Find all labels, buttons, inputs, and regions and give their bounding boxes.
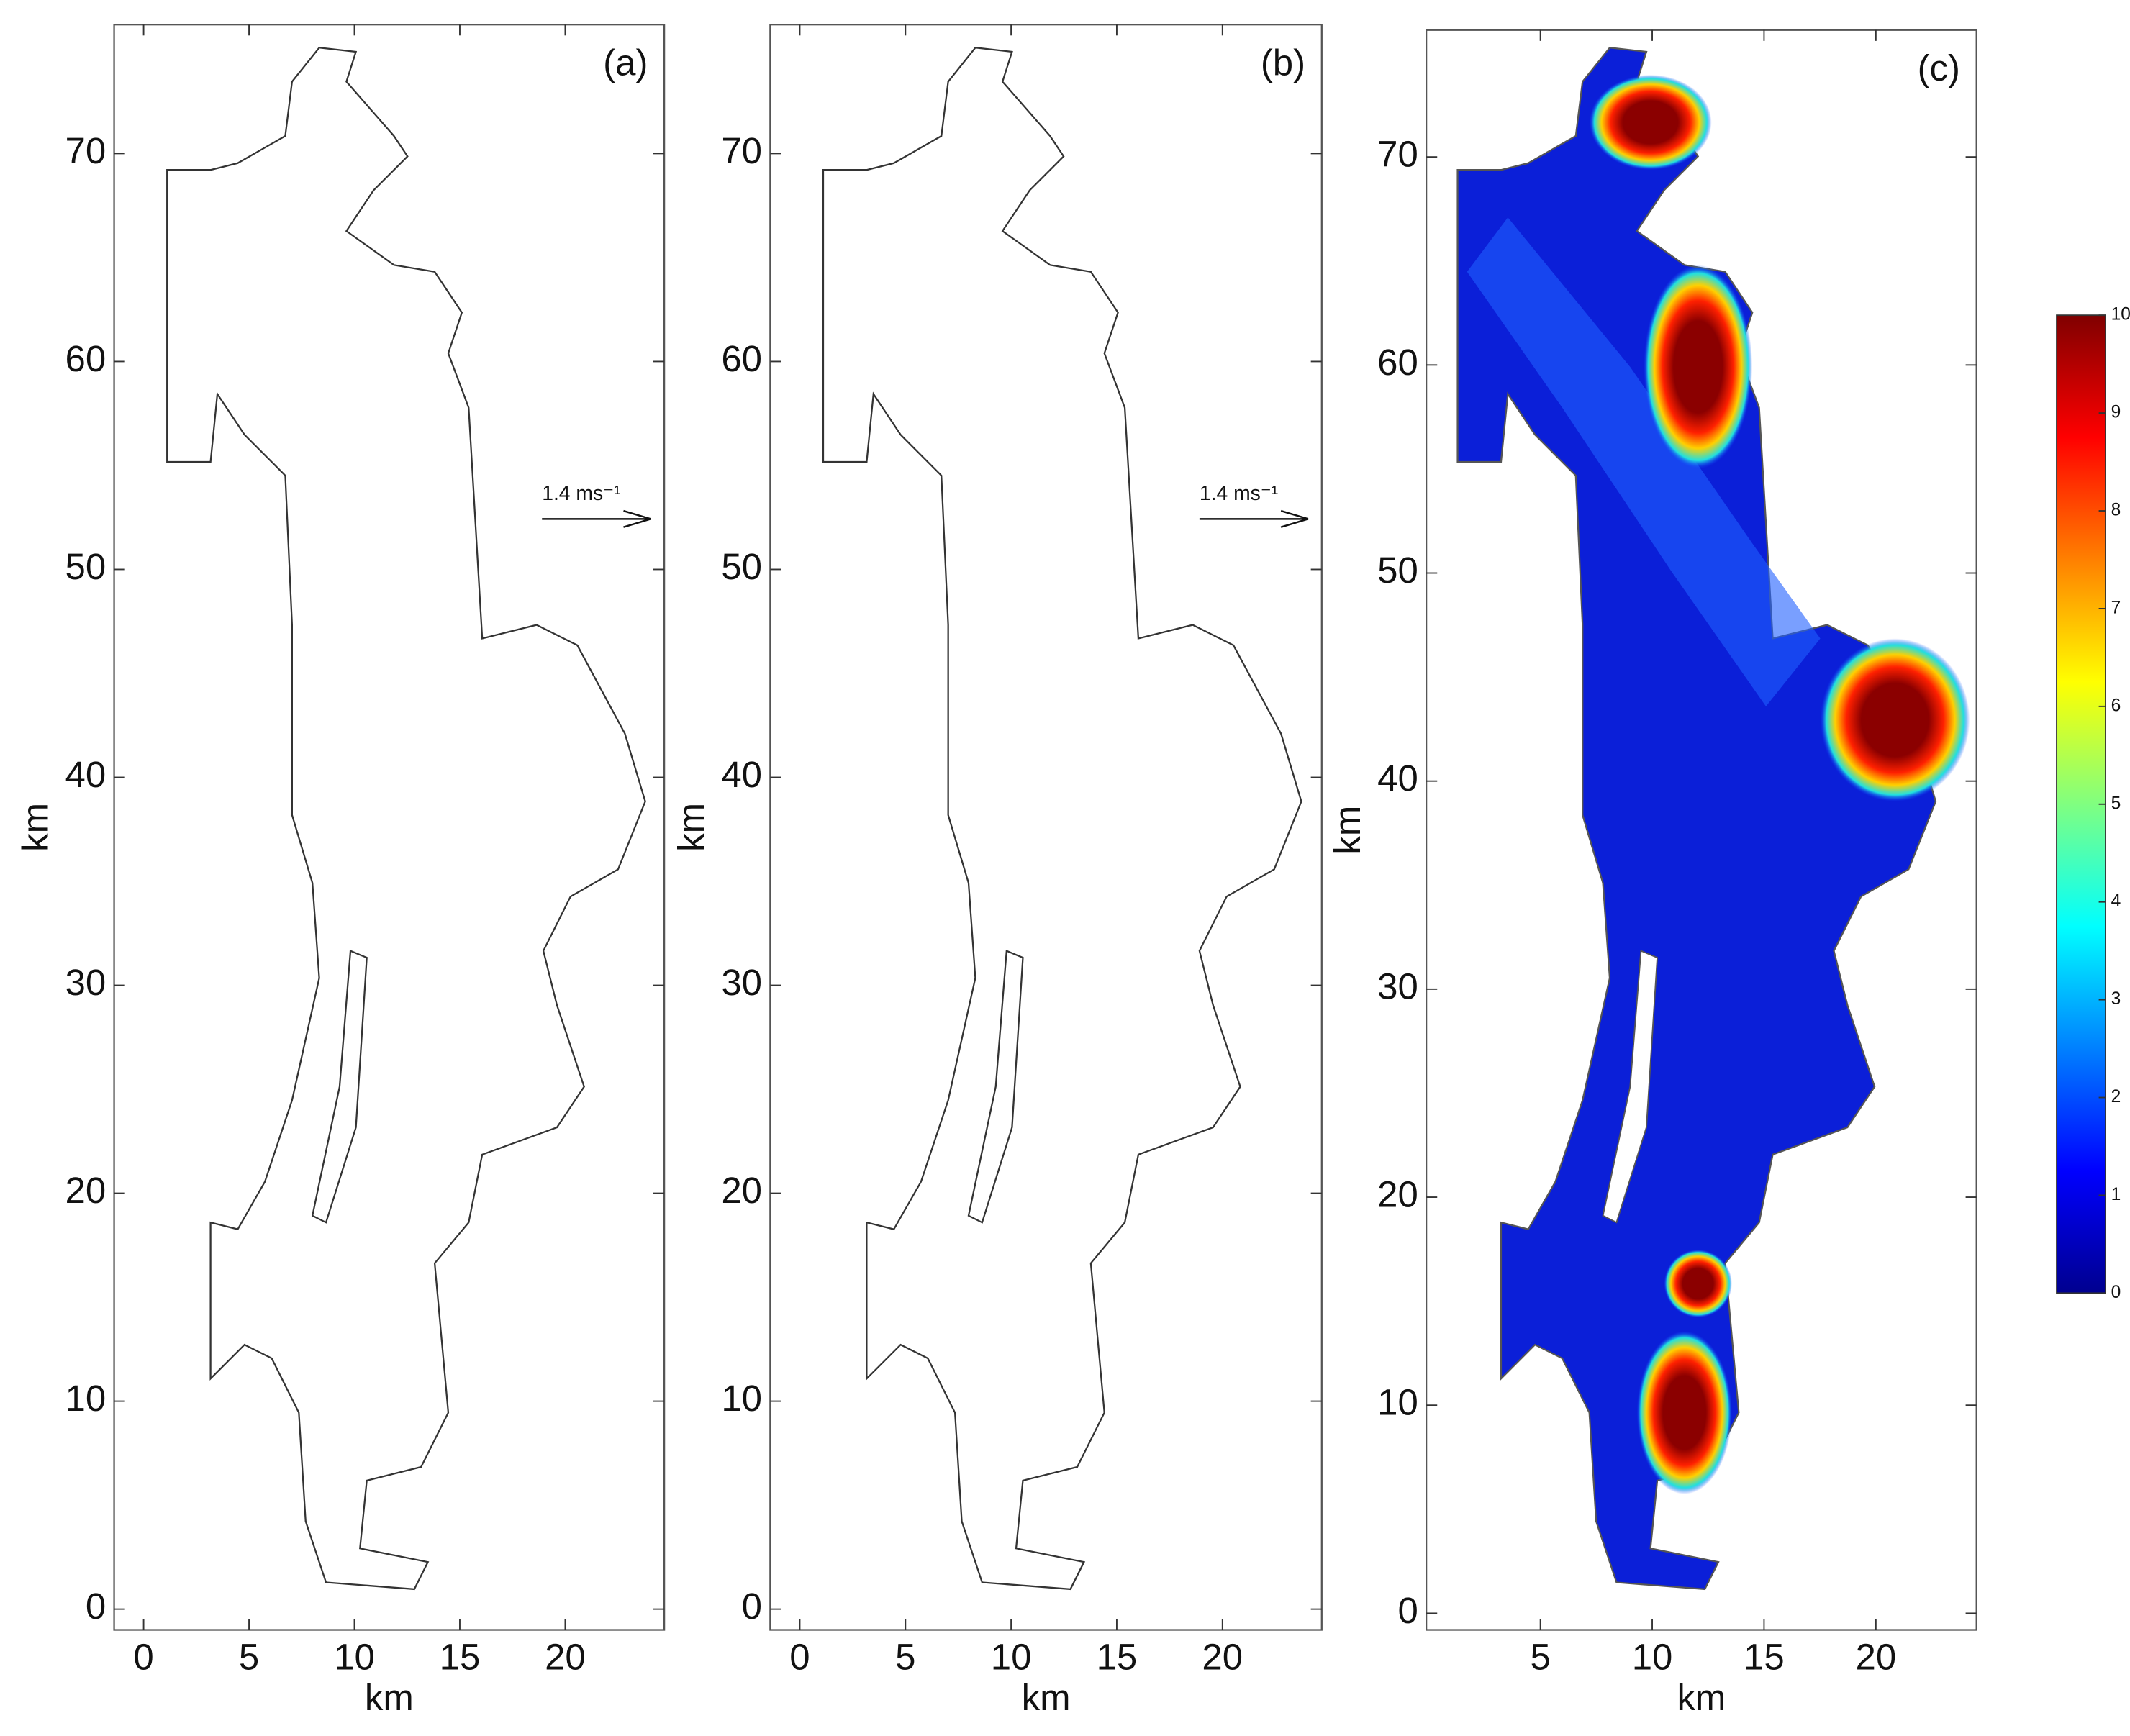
y-tick-label: 70 [65,130,106,171]
y-tick-label: 0 [742,1586,762,1627]
y-tick-label: 10 [1377,1382,1418,1423]
colorbar-tick-label: 7 [2111,598,2121,617]
y-tick-label: 40 [1377,758,1418,799]
x-tick-label: 15 [440,1637,481,1678]
x-axis-label: km [365,1677,414,1718]
x-tick-label: 15 [1097,1637,1138,1678]
hot-zone [1589,75,1712,171]
y-tick-label: 60 [1377,342,1418,383]
colorbar-tick-label: 0 [2111,1283,2121,1302]
colorbar-tick-label: 8 [2111,501,2121,520]
y-tick-label: 40 [721,754,762,795]
x-tick-label: 15 [1744,1637,1785,1678]
y-tick-label: 30 [721,962,762,1003]
x-tick-label: 5 [895,1637,915,1678]
panel-label: (b) [1261,42,1305,83]
y-tick-label: 60 [65,338,106,379]
colorbar-tick-label: 2 [2111,1087,2121,1106]
y-tick-label: 20 [721,1170,762,1211]
y-tick-label: 40 [65,754,106,795]
scale-arrow-head [623,509,651,528]
y-axis-label: km [14,803,55,852]
y-tick-label: 50 [1377,550,1418,591]
colorbar-tick-label: 9 [2111,403,2121,422]
x-tick-label: 20 [1202,1637,1243,1678]
colorbar [2056,314,2106,1294]
y-axis-label: km [671,803,712,852]
y-axis-label: km [1327,806,1368,855]
estuary-fill [1456,47,1937,1591]
colorbar-tick-label: 6 [2111,696,2121,715]
island-fill [1602,950,1659,1224]
panel-label: (a) [603,42,648,83]
y-tick-label: 60 [721,338,762,379]
x-axis-label: km [1677,1677,1726,1718]
y-tick-label: 10 [65,1378,106,1419]
hot-zone [1644,265,1753,469]
x-tick-label: 5 [1530,1637,1550,1678]
x-tick-label: 0 [133,1637,153,1678]
hot-zone [1820,638,1970,801]
x-tick-label: 0 [789,1637,810,1678]
x-axis-label: km [1022,1677,1071,1718]
scale-arrow-head [1280,509,1309,528]
estuary-outline [822,47,1302,1591]
x-tick-label: 10 [334,1637,375,1678]
scale-annotation: 1.4 ms⁻¹ [542,481,620,504]
y-tick-label: 0 [1397,1590,1418,1631]
y-tick-label: 20 [1377,1174,1418,1215]
y-tick-label: 70 [1377,134,1418,175]
colorbar-tick-label: 3 [2111,989,2121,1009]
hot-zone [1664,1249,1732,1318]
y-tick-label: 10 [721,1378,762,1419]
scale-annotation: 1.4 ms⁻¹ [1200,481,1278,504]
x-tick-label: 5 [239,1637,259,1678]
x-tick-label: 10 [1632,1637,1673,1678]
x-tick-label: 20 [1855,1637,1896,1678]
y-tick-label: 70 [721,130,762,171]
colorbar-tick-label: 4 [2111,891,2121,911]
y-tick-label: 20 [65,1170,106,1211]
hot-zone [1636,1331,1732,1494]
y-tick-label: 0 [86,1586,106,1627]
colorbar-tick-label: 10 [2111,305,2130,324]
colorbar-tick-label: 1 [2111,1185,2121,1204]
y-tick-label: 50 [65,546,106,587]
channel-shade [1467,217,1821,706]
colorbar-tick-label: 5 [2111,794,2121,813]
y-tick-label: 30 [65,962,106,1003]
panel-label: (c) [1918,47,1960,88]
x-tick-label: 10 [991,1637,1032,1678]
estuary-outline [166,47,646,1591]
y-tick-label: 50 [721,546,762,587]
y-tick-label: 30 [1377,965,1418,1006]
x-tick-label: 20 [545,1637,586,1678]
